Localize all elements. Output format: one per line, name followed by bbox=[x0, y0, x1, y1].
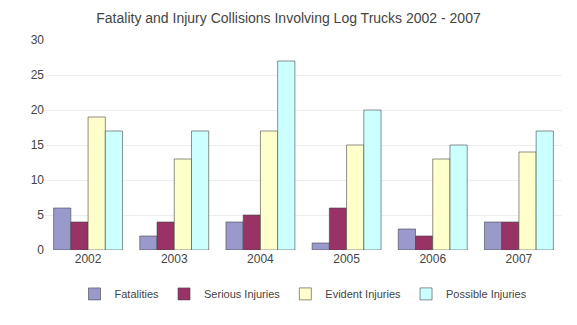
svg-text:25: 25 bbox=[31, 68, 45, 82]
svg-text:2004: 2004 bbox=[247, 252, 274, 266]
svg-text:2007: 2007 bbox=[506, 252, 533, 266]
svg-text:2003: 2003 bbox=[161, 252, 188, 266]
svg-text:2005: 2005 bbox=[333, 252, 360, 266]
svg-text:Fatalities: Fatalities bbox=[115, 288, 160, 300]
svg-text:Fatality and Injury Collisions: Fatality and Injury Collisions Involving… bbox=[96, 10, 481, 26]
svg-text:Evident Injuries: Evident Injuries bbox=[325, 288, 401, 300]
svg-text:Serious Injuries: Serious Injuries bbox=[204, 288, 280, 300]
svg-text:2002: 2002 bbox=[75, 252, 102, 266]
svg-text:Possible Injuries: Possible Injuries bbox=[446, 288, 527, 300]
svg-text:15: 15 bbox=[31, 138, 45, 152]
svg-text:5: 5 bbox=[37, 208, 44, 222]
svg-text:10: 10 bbox=[31, 173, 45, 187]
svg-text:0: 0 bbox=[37, 243, 44, 257]
svg-text:2006: 2006 bbox=[419, 252, 446, 266]
svg-text:20: 20 bbox=[31, 103, 45, 117]
svg-text:30: 30 bbox=[31, 33, 45, 47]
